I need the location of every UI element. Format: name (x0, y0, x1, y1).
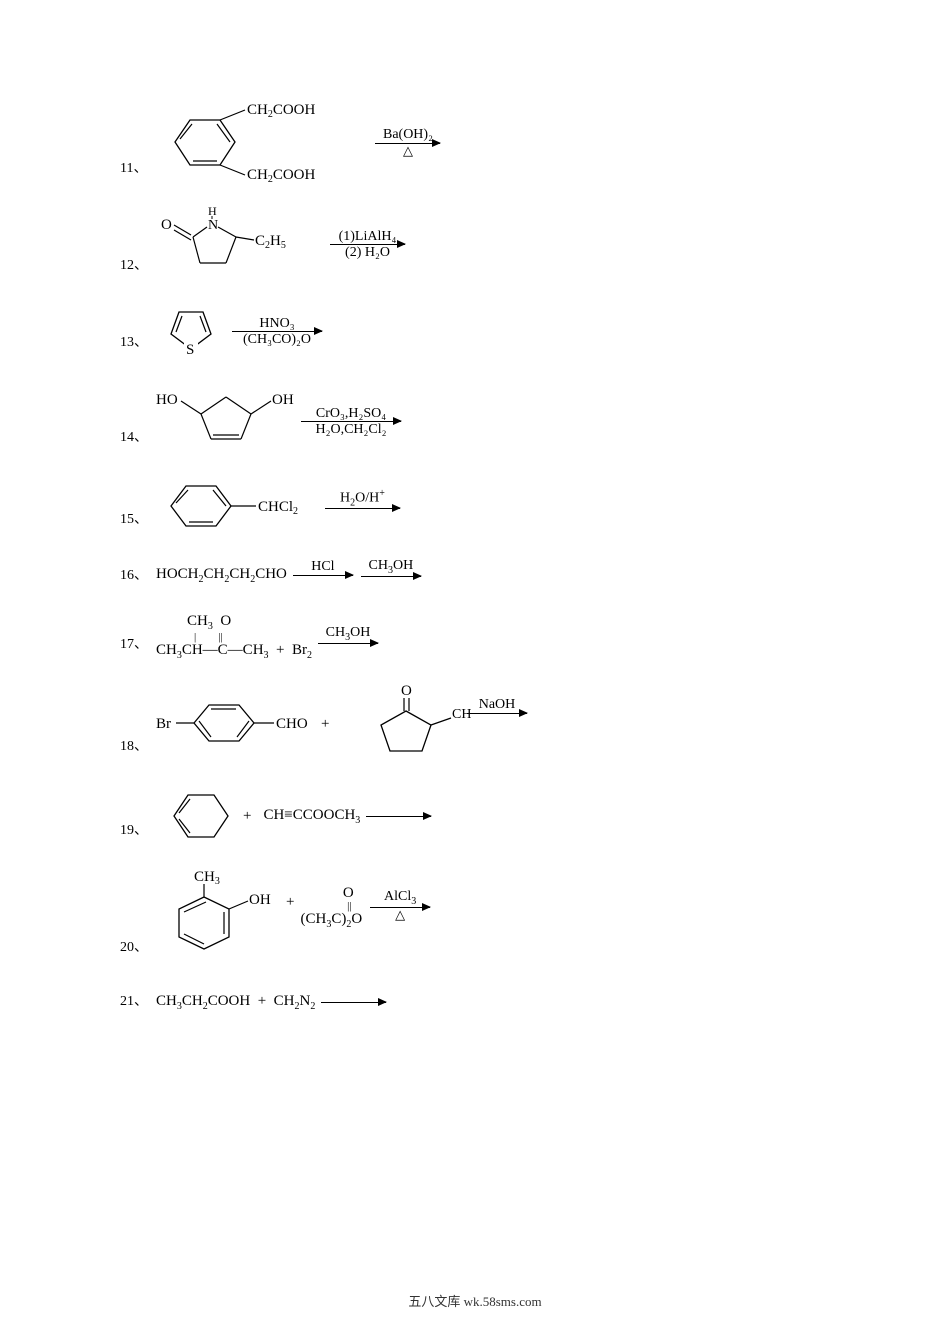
problem-14: 14、 HO OH CrO₃,H₂SO₄ H₂O,CH₂Cl₂ (120, 389, 850, 454)
problem-21: 21、 CH3CH2COOH + CH2N2 (120, 986, 850, 1018)
reaction-arrow: HNO₃ (CH₃CO)₂O (232, 316, 322, 348)
problem-number: 16、 (120, 564, 148, 592)
arrow-top: CH3OH (326, 625, 371, 643)
arrow-top: HCl (311, 559, 334, 574)
arrow-bot: △ (403, 144, 413, 158)
problem-20: 20、 CH3 OH + O || (CH3C)2O AlCl3 (120, 869, 850, 964)
svg-text:HO: HO (156, 392, 178, 408)
structure-ketone: CH3 O | || CH3CH—C—CH3 + Br2 (156, 614, 312, 661)
arrow-top: (1)LiAlH₄ (339, 229, 397, 244)
svg-text:Br: Br (156, 716, 171, 732)
problem-13: 13、 S S HNO₃ (CH₃CO)₂O (120, 304, 850, 359)
problem-number: 18、 (120, 735, 148, 763)
svg-text:O: O (161, 217, 172, 233)
structure-o-cresol: CH3 OH (156, 869, 286, 964)
reaction-arrow-1: HCl (293, 559, 353, 591)
arrow-top: H2O/H+ (340, 488, 385, 508)
svg-text:O: O (401, 683, 412, 699)
reaction-arrow (321, 986, 386, 1018)
structure-benzal-chloride: CHCl2 (156, 476, 321, 536)
reaction-arrow: AlCl3 △ (370, 889, 430, 922)
label-sub2: CH2COOH (247, 167, 316, 185)
plus-sign: + (286, 894, 294, 911)
problem-number: 11、 (120, 157, 147, 185)
arrow-bot: △ (395, 908, 405, 922)
page-footer: 五八文库 wk.58sms.com (0, 1291, 950, 1310)
problem-number: 15、 (120, 508, 148, 536)
structure-bromobenzaldehyde: Br CHO + (156, 693, 356, 753)
arrow-top: NaOH (479, 697, 516, 712)
problem-18: 18、 Br CHO + O CH3 (120, 683, 850, 763)
arrow-top: CrO₃,H₂SO₄ (316, 406, 386, 421)
problem-16: 16、 HOCH2CH2CH2CHO HCl CH3OH (120, 558, 850, 592)
problem-15: 15、 CHCl2 H2O/H+ (120, 476, 850, 536)
problem-number: 20、 (120, 936, 148, 964)
svg-text:S: S (186, 342, 194, 358)
structure-methylcyclopentanone: O CH3 (356, 683, 471, 763)
arrow-top: AlCl3 (384, 889, 416, 907)
reaction-arrow: NaOH (467, 697, 527, 729)
problem-number: 19、 (120, 819, 148, 847)
structure-benzene-diacid: CH2COOH CH2COOH (155, 100, 365, 185)
structure-thiophene: S S (156, 304, 226, 359)
problem-number: 14、 (120, 426, 148, 454)
reaction-arrow: CrO₃,H₂SO₄ H₂O,CH₂Cl₂ (301, 406, 401, 438)
arrow-bot: H₂O,CH₂Cl₂ (315, 422, 386, 437)
svg-text:CHCl2: CHCl2 (258, 499, 298, 517)
arrow-bot: (2) H₂O (345, 245, 390, 260)
problem-number: 12、 (120, 254, 148, 282)
problem-number: 13、 (120, 331, 148, 359)
arrow-top: Ba(OH)₂ (383, 127, 433, 142)
reagent-acetic-anhydride: O || (CH3C)2O (300, 886, 362, 930)
arrow-bot: (CH₃CO)₂O (243, 332, 311, 347)
svg-text:OH: OH (249, 892, 271, 908)
reaction-arrow-2: CH3OH (361, 558, 421, 592)
problem-number: 17、 (120, 633, 148, 661)
reaction-arrow: H2O/H+ (325, 488, 400, 525)
problem-19: 19、 + CH≡CCOOCH3 (120, 785, 850, 847)
formula-text: HOCH2CH2CH2CHO (156, 566, 287, 585)
structure-cyclohexadiene (156, 785, 231, 847)
svg-text:C2H5: C2H5 (255, 233, 286, 251)
formula-text: CH≡CCOOCH3 (263, 807, 360, 826)
svg-text:CH3: CH3 (194, 869, 220, 887)
reaction-arrow: (1)LiAlH₄ (2) H₂O (330, 229, 405, 261)
problem-11: 11、 CH2COOH CH2COOH Ba(OH)₂ △ (120, 100, 850, 185)
reaction-arrow: CH3OH (318, 625, 378, 659)
reaction-arrow (366, 800, 431, 832)
plus-sign: + (243, 808, 251, 825)
svg-text:CHO: CHO (276, 716, 308, 732)
problem-12: 12、 O H N C2H5 (1)LiAlH₄ (120, 207, 850, 282)
structure-lactam: O H N C2H5 (156, 207, 326, 282)
svg-text:OH: OH (272, 392, 294, 408)
svg-text:N: N (208, 218, 218, 233)
svg-text:+: + (321, 716, 329, 732)
reaction-arrow: Ba(OH)₂ △ (375, 127, 440, 158)
arrow-top: CH3OH (369, 558, 414, 576)
arrow-bot (361, 509, 365, 524)
problem-number: 21、 (120, 990, 148, 1018)
arrow-top: HNO₃ (259, 316, 294, 331)
label-sub1: CH2COOH (247, 102, 316, 120)
problem-17: 17、 CH3 O | || CH3CH—C—CH3 + Br2 CH3OH (120, 614, 850, 661)
formula-text: CH3CH2COOH + CH2N2 (156, 993, 315, 1012)
